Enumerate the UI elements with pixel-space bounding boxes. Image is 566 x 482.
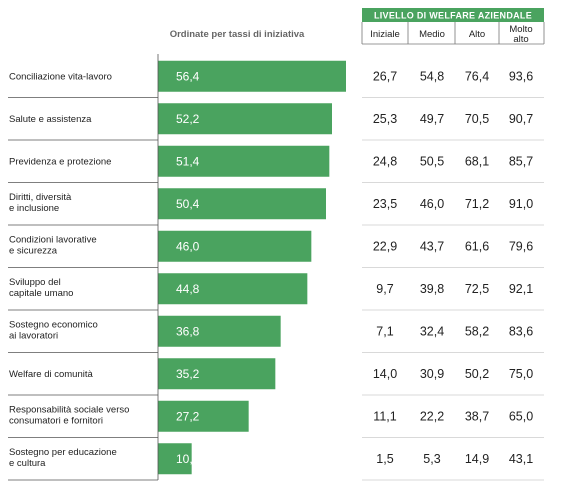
table-cell: 61,6 bbox=[465, 239, 489, 253]
table-column-header: Alto bbox=[469, 29, 485, 40]
table-cell: 32,4 bbox=[420, 324, 444, 338]
table-cell: 58,2 bbox=[465, 324, 489, 338]
table-cell: 68,1 bbox=[465, 154, 489, 168]
table-cell: 43,1 bbox=[509, 452, 533, 466]
bar-value-label: 10,1 bbox=[176, 452, 200, 466]
row-label: Diritti, diversità e inclusione bbox=[9, 192, 72, 214]
table-cell: 39,8 bbox=[420, 282, 444, 296]
chart-subtitle: Ordinate per tassi di iniziativa bbox=[170, 29, 305, 40]
table-cell: 22,2 bbox=[420, 409, 444, 423]
table-cell: 71,2 bbox=[465, 197, 489, 211]
table-cell: 79,6 bbox=[509, 239, 533, 253]
table-cell: 14,0 bbox=[373, 367, 397, 381]
table-cell: 70,5 bbox=[465, 112, 489, 126]
row-label: Responsabilità sociale verso consumatori … bbox=[9, 404, 129, 426]
table-cell: 92,1 bbox=[509, 282, 533, 296]
table-cell: 72,5 bbox=[465, 282, 489, 296]
bar-value-label: 36,8 bbox=[176, 324, 200, 338]
bar-value-label: 44,8 bbox=[176, 282, 200, 296]
table-cell: 46,0 bbox=[420, 197, 444, 211]
bar bbox=[158, 315, 281, 347]
table-cell: 38,7 bbox=[465, 409, 489, 423]
table-cell: 50,2 bbox=[465, 367, 489, 381]
bar bbox=[158, 60, 346, 92]
row-label: Previdenza e protezione bbox=[9, 156, 111, 167]
table-cell: 43,7 bbox=[420, 239, 444, 253]
table-column-header: Medio bbox=[419, 29, 445, 40]
table-cell: 1,5 bbox=[376, 452, 393, 466]
row-label: Welfare di comunità bbox=[9, 369, 93, 380]
table-cell: 50,5 bbox=[420, 154, 444, 168]
table-cell: 75,0 bbox=[509, 367, 533, 381]
table-group-header-bg bbox=[362, 8, 544, 22]
bar-value-label: 56,4 bbox=[176, 69, 200, 83]
bar-value-label: 50,4 bbox=[176, 197, 200, 211]
table-cell: 76,4 bbox=[465, 69, 489, 83]
bar-value-label: 35,2 bbox=[176, 367, 200, 381]
table-cell: 30,9 bbox=[420, 367, 444, 381]
table-cell: 9,7 bbox=[376, 282, 393, 296]
table-cell: 5,3 bbox=[423, 452, 440, 466]
bar bbox=[158, 273, 308, 305]
bar-value-label: 27,2 bbox=[176, 409, 200, 423]
row-label: Conciliazione vita-lavoro bbox=[9, 71, 112, 82]
bar-value-label: 51,4 bbox=[176, 154, 200, 168]
table-cell: 23,5 bbox=[373, 197, 397, 211]
table-cell: 91,0 bbox=[509, 197, 533, 211]
table-cell: 54,8 bbox=[420, 69, 444, 83]
table-cell: 7,1 bbox=[376, 324, 393, 338]
row-label: Condizioni lavorative e sicurezza bbox=[9, 234, 97, 256]
table-cell: 49,7 bbox=[420, 112, 444, 126]
table-cell: 83,6 bbox=[509, 324, 533, 338]
table-column-headers: Iniziale Medio Alto Molto alto bbox=[361, 22, 545, 45]
bar bbox=[158, 400, 249, 432]
table-cell: 65,0 bbox=[509, 409, 533, 423]
bar bbox=[158, 443, 192, 475]
table-cell: 22,9 bbox=[373, 239, 397, 253]
table-column-header: Molto alto bbox=[509, 24, 532, 45]
table-cell: 85,7 bbox=[509, 154, 533, 168]
bar bbox=[158, 188, 326, 220]
table-group-header: LIVELLO DI WELFARE AZIENDALE bbox=[374, 11, 532, 21]
row-label: Sostegno per educazione e cultura bbox=[9, 447, 117, 469]
chart-rows: Conciliazione vita-lavoro 56,4 26,7 54,8 76,… bbox=[8, 54, 544, 481]
table-cell: 25,3 bbox=[373, 112, 397, 126]
bar bbox=[158, 145, 330, 177]
table-cell: 24,8 bbox=[373, 154, 397, 168]
bar bbox=[158, 358, 276, 390]
bar-value-label: 46,0 bbox=[176, 239, 200, 253]
bar bbox=[158, 230, 312, 262]
row-label: Sostegno economico ai lavoratori bbox=[9, 319, 98, 341]
row-label: Sviluppo del capitale umano bbox=[9, 277, 73, 299]
table-cell: 93,6 bbox=[509, 69, 533, 83]
table-cell: 90,7 bbox=[509, 112, 533, 126]
bar-value-label: 52,2 bbox=[176, 112, 200, 126]
table-cell: 11,1 bbox=[373, 409, 396, 423]
table-cell: 14,9 bbox=[465, 452, 489, 466]
row-label: Salute e assistenza bbox=[9, 114, 92, 125]
table-cell: 26,7 bbox=[373, 69, 397, 83]
bar bbox=[158, 103, 332, 135]
table-column-header: Iniziale bbox=[370, 29, 400, 40]
